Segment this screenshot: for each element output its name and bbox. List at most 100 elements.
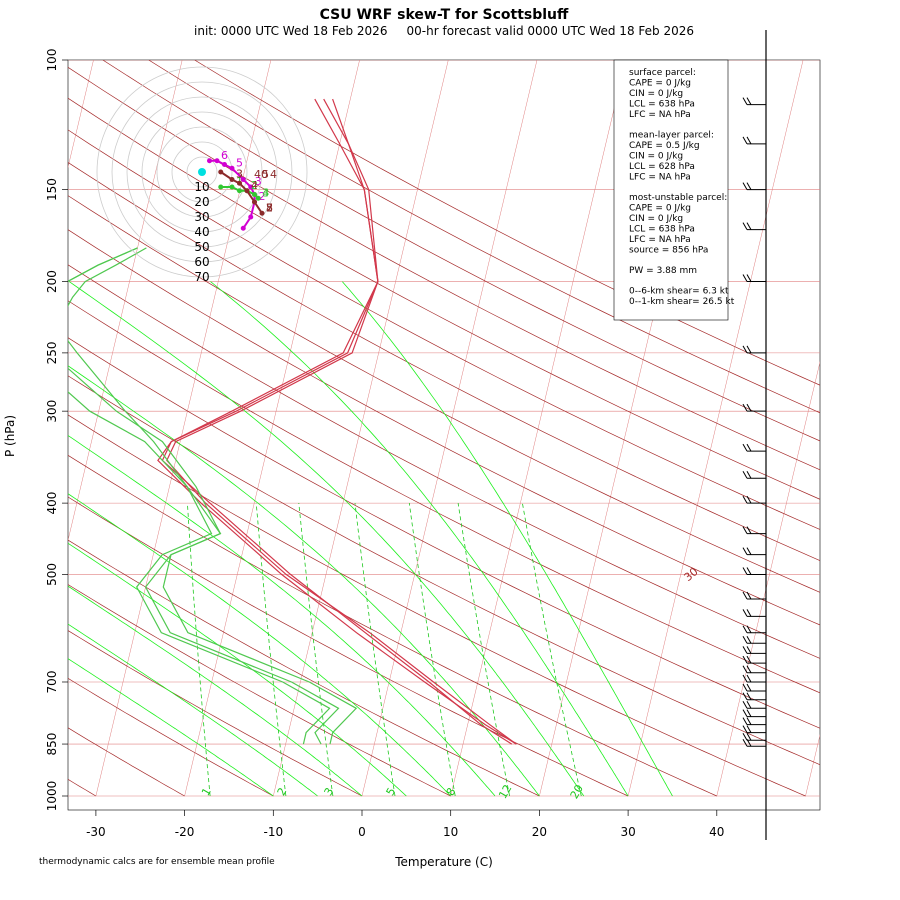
hodograph-label: 8 — [266, 201, 273, 214]
hodograph-ring-label: 70 — [194, 270, 209, 284]
surface-parcel-value: LCL = 638 hPa — [629, 100, 695, 110]
wind-barb-flag — [742, 733, 748, 741]
hodograph-ring-label: 50 — [194, 240, 209, 254]
moist-adiabat-line — [68, 542, 407, 797]
wind-barb-flag — [746, 625, 752, 633]
wind-barb-flag — [742, 717, 748, 725]
wind-barb-flag — [746, 692, 752, 701]
wind-barb-flag — [746, 701, 752, 709]
hodograph-point — [218, 184, 224, 190]
x-tick-label: -20 — [175, 825, 195, 839]
wind-barb-flag — [746, 222, 752, 230]
wind-barb-flag — [742, 739, 748, 747]
x-tick-label: 10 — [443, 825, 458, 839]
mixing-ratio-line — [522, 503, 582, 797]
hodograph-point — [244, 188, 250, 194]
hodograph-label: 5 — [266, 201, 273, 214]
most-unstable-parcel-value: source = 856 hPa — [629, 246, 708, 256]
isotherm-line — [805, 733, 820, 797]
moist-adiabat-line — [68, 623, 318, 797]
most-unstable-parcel-value: CIN = 0 J/kg — [629, 214, 683, 224]
x-tick-label: -30 — [86, 825, 106, 839]
wind-barb — [742, 222, 766, 231]
surface-parcel-heading: surface parcel: — [629, 68, 696, 78]
wind-barb-flag — [742, 547, 748, 555]
wind-barb-flag — [746, 136, 752, 145]
dry-adiabat-line — [68, 677, 274, 797]
moist-adiabat-line — [210, 281, 629, 797]
wind-barb-flag — [742, 403, 748, 412]
x-tick-label: 20 — [532, 825, 547, 839]
hodograph-ring-label: 30 — [194, 210, 209, 224]
wind-barb-flag — [746, 655, 752, 664]
wind-barb — [742, 403, 766, 412]
hodograph-point — [237, 188, 242, 194]
wind-barb-flag — [742, 646, 748, 654]
stats-box-frame — [613, 59, 729, 321]
dry-adiabat-line — [68, 454, 717, 797]
y-tick-label: 300 — [45, 400, 59, 423]
moist-adiabat-line — [68, 658, 274, 797]
wind-barb-flag — [746, 683, 752, 692]
wind-barb — [742, 591, 766, 600]
hodograph-trace — [209, 159, 256, 229]
wind-barb-flag — [742, 609, 748, 617]
wind-barb-flag — [742, 526, 748, 534]
wind-barb-flag — [746, 345, 752, 354]
isotherm-line — [716, 360, 820, 797]
y-tick-label: 200 — [45, 270, 59, 293]
dewpoint-profile — [68, 247, 340, 745]
moist-adiabat-line — [68, 435, 496, 797]
mean-layer-parcel-heading: mean-layer parcel: — [629, 131, 714, 141]
wind-barb-flag — [742, 136, 748, 145]
wind-barb — [742, 97, 766, 106]
wind-barb — [742, 717, 766, 726]
wind-barb — [742, 609, 766, 617]
dry-adiabat-line — [194, 60, 820, 386]
isotherm-label: 30 — [682, 565, 701, 584]
x-axis-label: Temperature (C) — [394, 855, 493, 869]
wind-barb — [742, 345, 766, 354]
wind-barb-flag — [742, 567, 748, 575]
surface-parcel-value: CAPE = 0 J/kg — [629, 79, 691, 89]
hodograph-ring — [96, 66, 308, 278]
dry-adiabat-line — [68, 496, 629, 797]
wind-barb-flag — [746, 443, 752, 452]
wind-barb — [742, 625, 766, 634]
hodograph-ring-label: 20 — [194, 195, 209, 209]
wind-barb — [742, 567, 766, 575]
wind-barb — [742, 547, 766, 556]
most-unstable-parcel-value: LFC = NA hPa — [629, 235, 691, 245]
chart-title: CSU WRF skew-T for Scottsbluff — [319, 7, 569, 23]
moist-adiabat-line — [341, 281, 673, 797]
shear-0-1km: 0--1-km shear= 26.5 kt — [629, 297, 735, 307]
hodograph-point — [207, 158, 212, 164]
dry-adiabat-line — [68, 375, 820, 766]
isotherm-line — [95, 60, 272, 797]
wind-barb-flag — [746, 725, 752, 733]
hodograph-label: 6 — [221, 149, 228, 162]
dry-adiabat-line — [68, 97, 820, 500]
wind-barb-flag — [746, 567, 752, 575]
mixing-ratio-line — [457, 503, 510, 797]
hodograph-label: 3 — [255, 175, 262, 188]
isotherm-line — [450, 60, 626, 797]
wind-barb-flag — [742, 625, 748, 633]
x-tick-label: 0 — [358, 825, 366, 839]
wind-barb — [742, 182, 766, 191]
dewpoint-profile — [68, 247, 331, 745]
wind-barb-flag — [746, 674, 752, 683]
wind-barb-flag — [746, 526, 752, 534]
storm-motion-marker — [198, 168, 206, 176]
hodograph-point — [259, 210, 265, 216]
dry-adiabat-line — [102, 60, 820, 442]
wind-barb — [742, 470, 766, 479]
wind-barb — [742, 495, 766, 504]
wind-barb — [742, 733, 766, 741]
wind-barb-flag — [746, 717, 752, 725]
wind-barb-flag — [746, 495, 752, 504]
mixing-ratio-line — [354, 503, 396, 797]
dry-adiabat-line — [68, 129, 820, 530]
wind-barb-flag — [742, 655, 748, 664]
wind-barb-flag — [742, 97, 748, 105]
